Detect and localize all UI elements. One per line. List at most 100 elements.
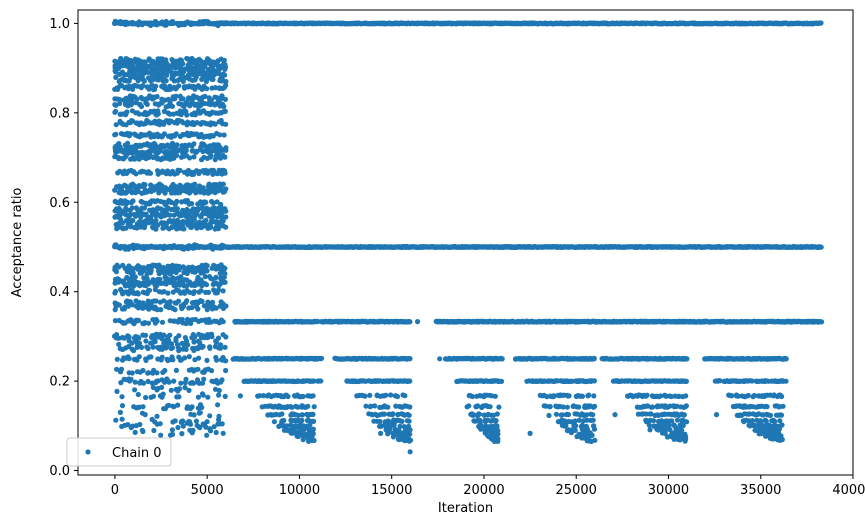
data-point	[212, 121, 218, 127]
data-point	[150, 384, 156, 390]
data-point	[113, 59, 119, 65]
data-point	[819, 319, 825, 325]
data-point	[218, 201, 224, 208]
data-point	[145, 378, 151, 385]
data-point	[143, 338, 149, 344]
data-point	[180, 418, 186, 424]
data-point	[181, 226, 187, 232]
data-point	[220, 319, 226, 325]
data-point	[311, 437, 317, 444]
data-point	[130, 198, 136, 204]
data-point	[184, 277, 190, 283]
data-point	[136, 335, 142, 341]
data-point	[114, 366, 120, 372]
data-point	[150, 344, 156, 350]
data-point	[394, 393, 401, 400]
data-point	[129, 423, 136, 429]
data-point	[203, 424, 209, 430]
data-point	[210, 76, 216, 82]
data-point	[184, 283, 190, 289]
data-point	[176, 347, 182, 354]
data-point	[182, 385, 188, 391]
data-point	[190, 427, 196, 433]
data-point	[113, 122, 119, 128]
data-point	[192, 181, 198, 187]
data-point	[189, 404, 195, 410]
data-point	[310, 411, 316, 417]
data-point	[167, 111, 173, 117]
data-point	[157, 276, 163, 282]
data-point	[223, 20, 229, 26]
data-point	[213, 274, 219, 280]
data-point	[154, 370, 160, 376]
data-point	[191, 339, 197, 345]
data-point	[200, 343, 206, 350]
data-point	[204, 263, 210, 269]
data-point	[134, 344, 140, 350]
data-point	[146, 370, 152, 376]
data-point	[140, 404, 146, 410]
data-point	[222, 344, 228, 350]
data-point	[176, 263, 182, 269]
data-point	[116, 302, 122, 308]
data-point	[310, 393, 316, 399]
data-point	[145, 69, 151, 75]
data-point	[216, 387, 222, 394]
data-point	[119, 220, 125, 226]
data-point	[138, 103, 145, 110]
data-point	[205, 394, 211, 400]
data-point	[174, 206, 180, 212]
data-point	[192, 112, 198, 118]
data-point	[191, 141, 197, 147]
data-point	[129, 370, 135, 376]
data-point	[207, 428, 214, 434]
data-point	[388, 392, 394, 398]
data-point	[168, 387, 174, 393]
data-point	[117, 409, 123, 415]
data-point	[195, 306, 201, 312]
data-point	[216, 287, 222, 293]
data-point	[218, 342, 224, 348]
data-point	[187, 419, 193, 425]
data-point	[187, 155, 193, 161]
data-point	[169, 427, 175, 433]
data-point	[130, 302, 136, 308]
data-point	[125, 140, 131, 146]
data-point	[203, 282, 210, 288]
data-point	[200, 380, 206, 386]
data-point	[149, 82, 155, 88]
data-point	[154, 413, 160, 419]
data-point	[116, 277, 122, 283]
data-point	[150, 58, 156, 65]
data-point	[221, 132, 227, 138]
data-point	[300, 437, 306, 443]
data-point	[220, 288, 226, 294]
data-point	[205, 289, 212, 295]
data-point	[176, 83, 182, 89]
data-point	[152, 287, 158, 293]
data-point	[223, 121, 229, 127]
data-point	[165, 96, 172, 102]
data-point	[202, 274, 208, 280]
data-point	[172, 307, 178, 313]
data-point	[180, 96, 186, 102]
data-point	[131, 348, 137, 354]
data-point	[223, 214, 229, 220]
data-point	[186, 387, 192, 393]
data-point	[178, 274, 184, 280]
data-point	[197, 425, 203, 431]
data-point	[223, 78, 229, 85]
data-point	[198, 277, 204, 283]
data-point	[113, 74, 119, 80]
data-point	[113, 417, 119, 423]
data-point	[140, 380, 147, 386]
data-point	[154, 93, 160, 100]
data-point	[204, 357, 210, 363]
data-point	[176, 386, 183, 392]
data-point	[171, 378, 177, 384]
data-point	[222, 72, 228, 78]
data-point	[125, 422, 131, 428]
data-point	[222, 393, 228, 399]
data-point	[161, 332, 167, 338]
data-point	[160, 391, 166, 397]
